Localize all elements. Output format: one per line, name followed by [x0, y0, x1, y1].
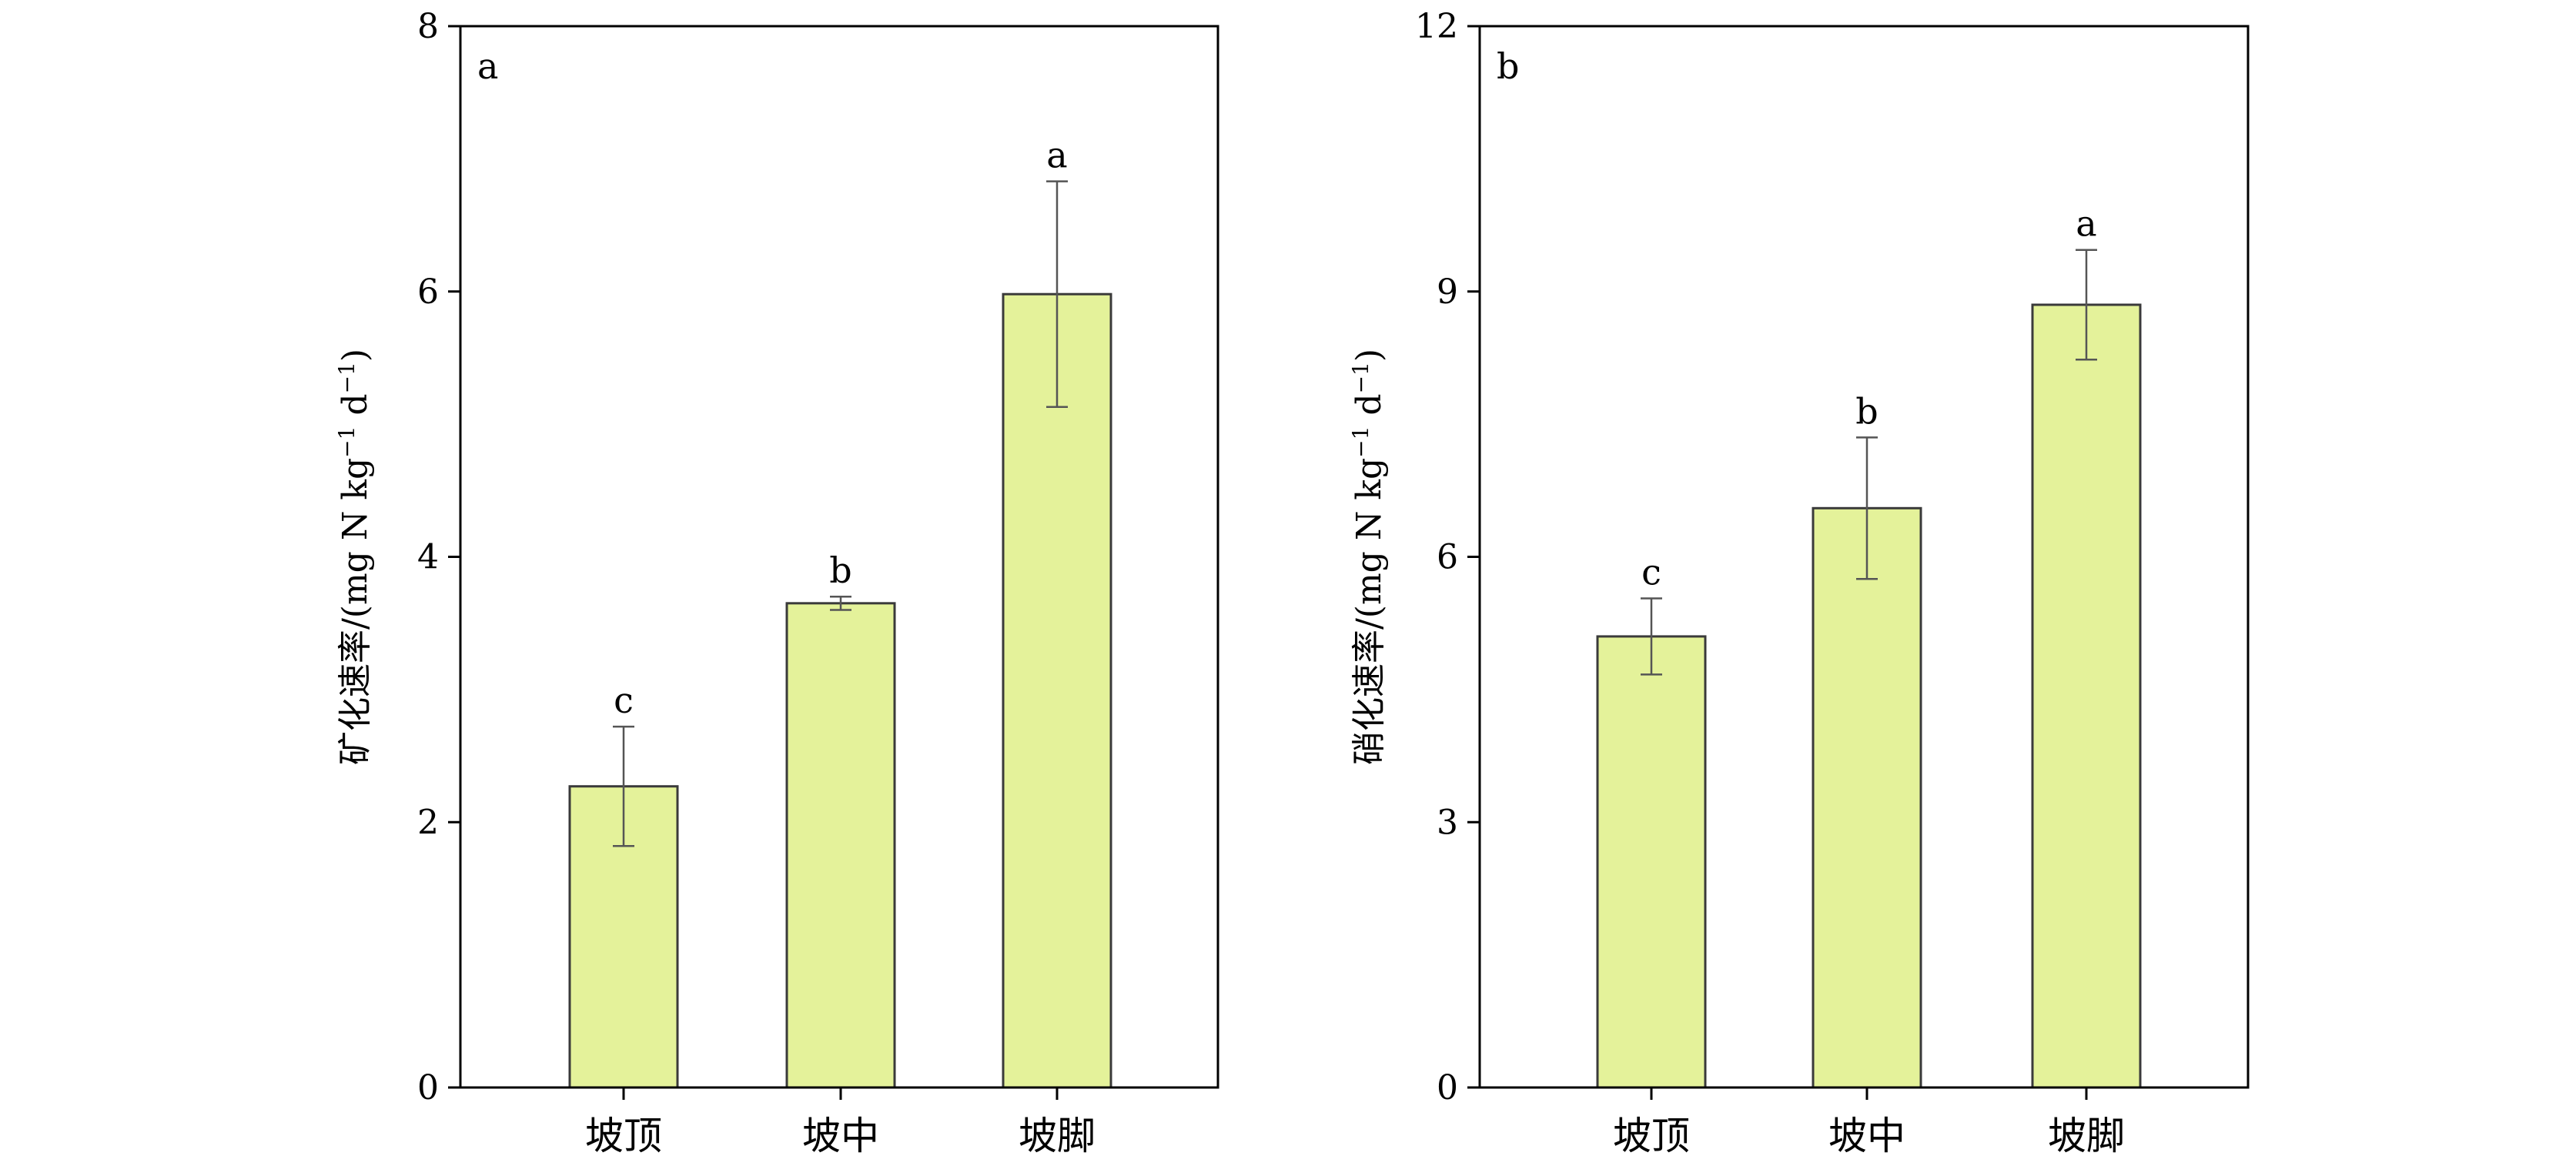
bar-1 [1596, 635, 1707, 1089]
category-label-2: 坡中 [802, 1114, 879, 1158]
y-axis-title-superscript: −1 [1348, 426, 1373, 458]
y-axis-title-part: d [1350, 393, 1389, 426]
y-axis-title-superscript: −1 [334, 362, 360, 393]
y-axis-title-superscript: −1 [1348, 362, 1373, 393]
y-axis-title-part: d [336, 393, 375, 426]
significance-label-3: a [2076, 203, 2096, 245]
panel-label: b [1497, 45, 1519, 87]
y-tick-label-1: 0 [1437, 1068, 1458, 1108]
y-axis-title-superscript: −1 [334, 426, 360, 458]
category-label-1: 坡顶 [1613, 1114, 1690, 1158]
significance-label-2: b [1855, 390, 1878, 432]
y-tick-label-1: 0 [417, 1068, 439, 1108]
significance-label-2: b [829, 550, 851, 591]
y-tick-label-3: 4 [417, 538, 439, 577]
y-tick-label-2: 3 [1437, 803, 1458, 842]
y-tick-label-5: 8 [417, 7, 439, 46]
y-tick-label-4: 6 [417, 272, 439, 312]
category-label-3: 坡脚 [2048, 1114, 2125, 1158]
significance-label-1: c [1641, 552, 1661, 593]
y-axis-title-part: 矿化速率/(mg N kg [336, 458, 375, 765]
y-axis-title-part: ) [336, 349, 375, 362]
y-axis-title: 硝化速率/(mg N kg−1 d−1) [1348, 349, 1389, 765]
y-axis-title-part: ) [1350, 349, 1389, 362]
y-tick-label-3: 6 [1437, 538, 1458, 577]
panel-label: a [477, 45, 498, 87]
category-label-2: 坡中 [1828, 1114, 1905, 1158]
y-tick-label-2: 2 [417, 803, 439, 842]
y-tick-label-5: 12 [1415, 7, 1458, 46]
y-axis-title: 矿化速率/(mg N kg−1 d−1) [334, 349, 375, 765]
bar-3 [1002, 292, 1112, 1089]
y-tick-label-4: 9 [1437, 272, 1458, 312]
bar-2 [1812, 506, 1922, 1089]
bar-3 [2031, 303, 2142, 1089]
category-label-1: 坡顶 [585, 1114, 662, 1158]
bar-2 [785, 602, 896, 1089]
significance-label-1: c [614, 680, 634, 721]
category-label-3: 坡脚 [1019, 1114, 1096, 1158]
significance-label-3: a [1046, 135, 1067, 176]
y-axis-title-part: 硝化速率/(mg N kg [1350, 458, 1389, 765]
